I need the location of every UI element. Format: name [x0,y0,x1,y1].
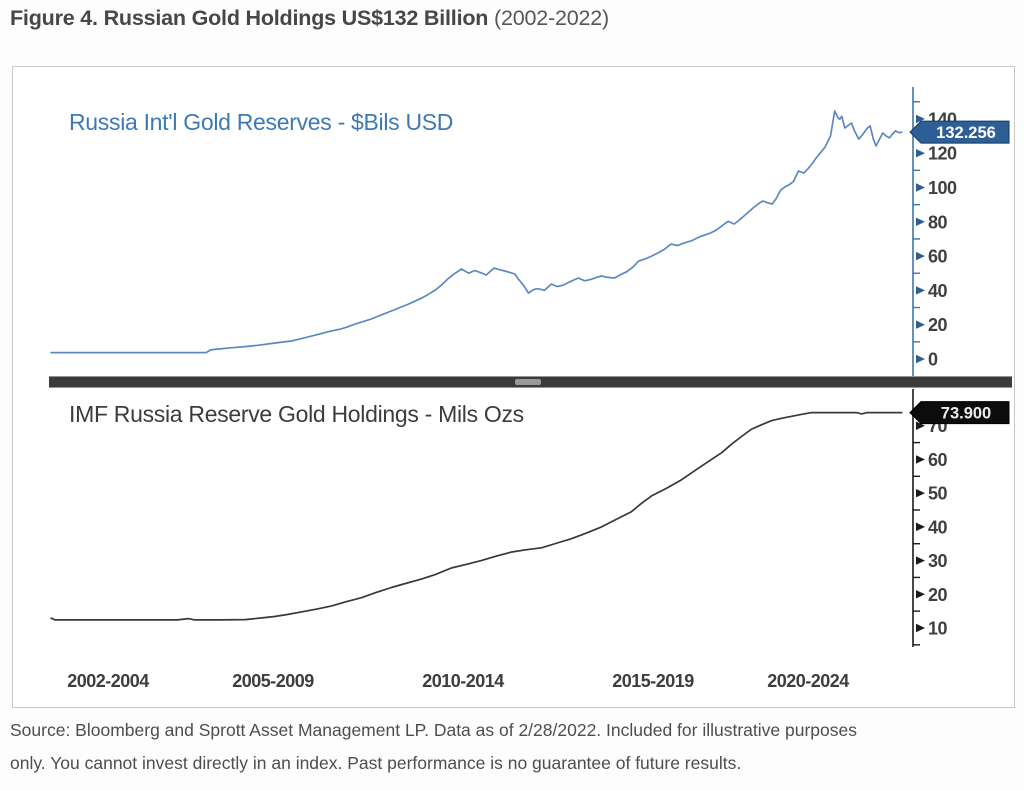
bottom-major-tick-icon [916,590,925,599]
figure-title-period: (2002-2022) [488,6,609,30]
bottom-major-tick-icon [916,623,925,633]
panel-divider[interactable] [49,376,1012,388]
bottom-tick-label: 60 [928,450,948,470]
bottom-panel-title: IMF Russia Reserve Gold Holdings - Mils … [69,401,524,427]
bottom-major-tick-icon [916,556,925,565]
figure-title-bold: Figure 4. Russian Gold Holdings US$132 B… [10,6,489,30]
source-note-line2: only. You cannot invest directly in an i… [10,753,742,773]
bottom-tick-label: 20 [928,585,948,605]
divider-grip-icon[interactable] [515,379,541,385]
chart-frame: 0 20 40 60 80 100 120 140 132.256 10 20 30 40 50 60 70 7… [12,66,1015,708]
top-tick-label: 60 [928,247,948,267]
top-tick-label: 40 [928,281,948,301]
bottom-series-line [50,411,903,621]
bottom-value-tag: 73.900 [909,401,1010,425]
top-major-tick-icon [916,354,925,364]
top-series-line [50,110,903,354]
x-axis-label-2005-2009: 2005-2009 [232,671,314,691]
bottom-tick-label: 30 [928,551,948,571]
source-note-line1: Source: Bloomberg and Sprott Asset Manag… [10,720,857,740]
top-tick-label: 20 [928,315,948,335]
x-axis-label-2020-2024: 2020-2024 [767,671,849,691]
top-major-tick-icon [916,320,925,329]
x-axis-label-2015-2019: 2015-2019 [612,671,694,691]
top-major-tick-icon [916,114,925,124]
bottom-tick-label: 10 [928,618,948,638]
top-panel-title: Russia Int'l Gold Reserves - $Bils USD [69,109,454,135]
chart-canvas: 020406080100120140132.256102030405060707… [50,87,1010,647]
x-axis-label-2002-2004: 2002-2004 [67,671,149,691]
top-value-tag: 132.256 [909,120,1010,144]
top-major-tick-icon [916,251,925,261]
bottom-major-tick-icon [916,455,925,464]
top-tick-label: 120 [928,144,957,164]
bottom-major-tick-icon [916,488,925,498]
figure-title: Figure 4. Russian Gold Holdings US$132 B… [10,6,609,31]
bottom-tick-label: 40 [928,517,948,537]
bottom-major-tick-icon [916,522,925,532]
source-note: Source: Bloomberg and Sprott Asset Manag… [10,714,857,780]
x-axis-label-2010-2014: 2010-2014 [422,671,504,691]
bottom-value-tag-label: 73.900 [941,405,991,423]
bottom-tick-label: 50 [928,484,948,504]
top-tick-label: 0 [928,349,938,369]
bottom-major-tick-icon [916,421,925,430]
top-value-tag-label: 132.256 [936,124,996,142]
top-major-tick-icon [916,148,925,158]
top-major-tick-icon [916,286,925,295]
top-major-tick-icon [916,217,925,226]
top-major-tick-icon [916,183,925,192]
top-tick-label: 80 [928,212,948,232]
top-tick-label: 100 [928,178,957,198]
